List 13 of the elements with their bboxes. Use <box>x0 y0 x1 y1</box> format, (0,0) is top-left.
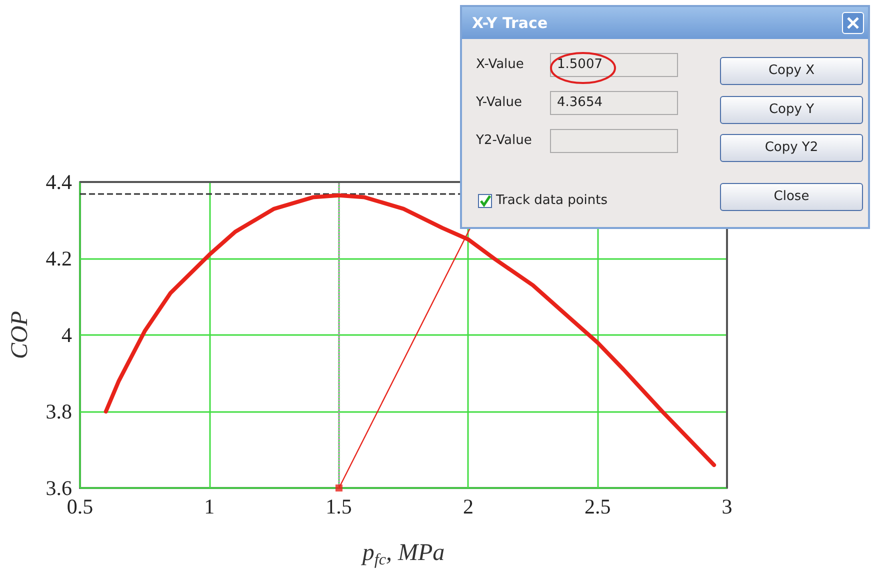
line-series <box>104 193 716 468</box>
x-tick-label: 2.5 <box>584 494 611 518</box>
dialog-window: X-Y Trace X-Value 1.5007 Y-Value 4.3654 Y2-Value Copy X Copy Y Copy Y2 Track data points Close <box>460 5 870 229</box>
y-tick-label: 3.8 <box>46 400 72 424</box>
annotation: Track data points <box>496 193 608 208</box>
x-tick-label: 2 <box>462 494 474 518</box>
x-tick-label: 1.5 <box>326 494 352 518</box>
y-tick-label: 4.2 <box>46 246 72 270</box>
x-tick-label: 1 <box>204 494 215 518</box>
y-tick-label: 4 <box>62 323 72 347</box>
y-tick-label: 4.4 <box>46 170 72 194</box>
y-axis-title: COP <box>7 310 33 359</box>
x-tick-label: 3 <box>722 494 732 518</box>
